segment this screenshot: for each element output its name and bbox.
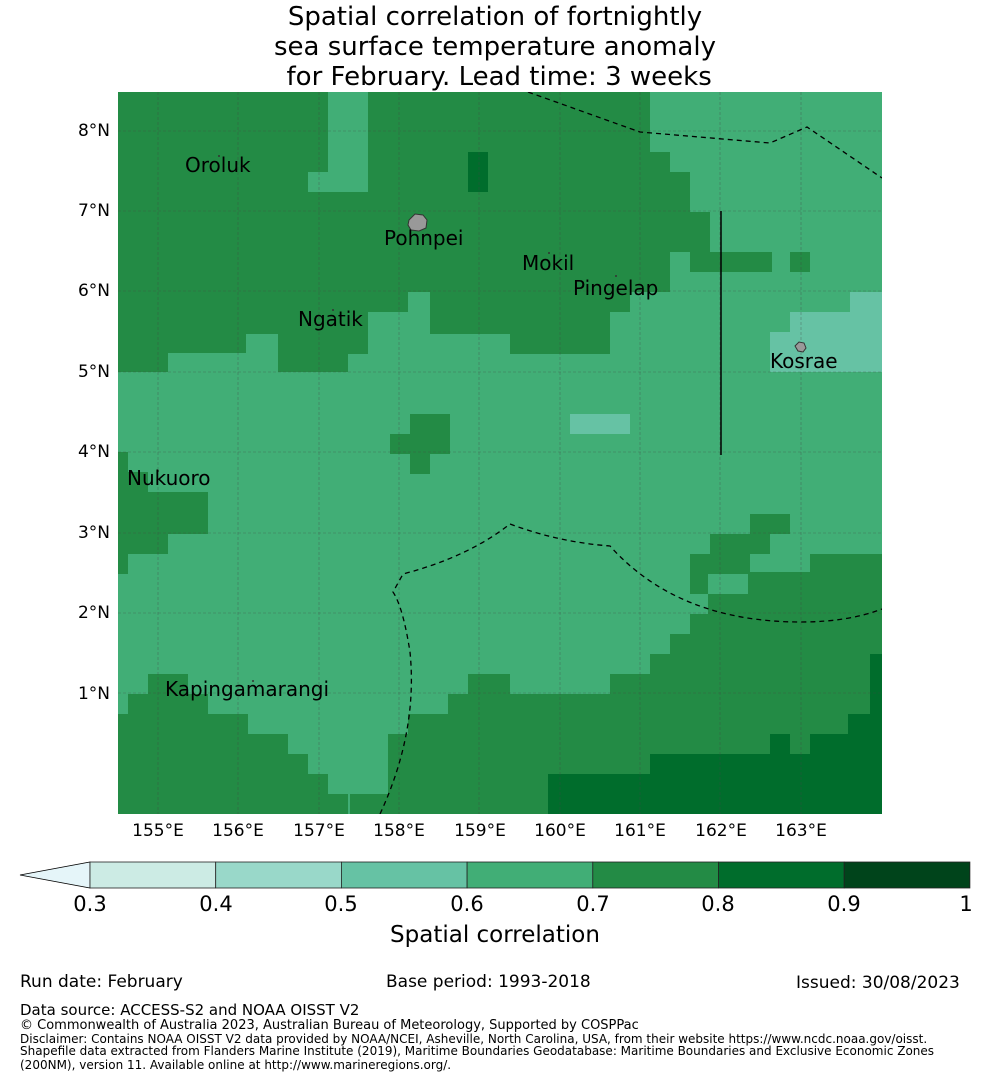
base-period: Base period: 1993-2018	[386, 972, 591, 992]
map-title: Spatial correlation of fortnightly sea s…	[0, 2, 990, 92]
colorbar-swatch	[215, 861, 342, 889]
lat-label-7n: 7°N	[77, 201, 110, 221]
title-line-1: Spatial correlation of fortnightly	[287, 2, 703, 32]
lon-label-156e: 156°E	[212, 821, 264, 841]
correlation-map	[118, 92, 882, 814]
atoll-markers	[157, 155, 617, 682]
lon-label-161e: 161°E	[614, 821, 666, 841]
lat-label-8n: 8°N	[77, 121, 110, 141]
lat-label-6n: 6°N	[77, 281, 110, 301]
shapefile-credit-2: (200NM), version 11. Available online at…	[20, 1058, 452, 1072]
lon-label-155e: 155°E	[132, 821, 184, 841]
lat-label-1n: 1°N	[77, 684, 110, 704]
data-source: Data source: ACCESS-S2 and NOAA OISST V2	[20, 1001, 360, 1019]
colorbar-tick-1: 1	[959, 892, 973, 916]
colorbar-tick-0.8: 0.8	[701, 892, 735, 916]
shapefile-credit-1: Shapefile data extracted from Flanders M…	[20, 1044, 935, 1058]
field-0.7-0.8-patch	[390, 414, 450, 474]
colorbar-title: Spatial correlation	[390, 922, 600, 948]
place-label-nukuoro: Nukuoro	[127, 466, 211, 490]
colorbar-swatches	[89, 861, 971, 889]
issued-date: Issued: 30/08/2023	[796, 973, 960, 993]
lon-label-160e: 160°E	[534, 821, 586, 841]
field-0.7-0.8-north	[118, 92, 710, 372]
lat-label-4n: 4°N	[77, 442, 110, 462]
run-date: Run date: February	[20, 972, 183, 992]
colorbar	[19, 861, 971, 889]
colorbar-swatch	[592, 861, 719, 889]
colorbar-tick-0.3: 0.3	[73, 892, 107, 916]
colorbar-swatch	[466, 861, 594, 889]
copyright: © Commonwealth of Australia 2023, Austra…	[20, 1018, 639, 1033]
lat-label-3n: 3°N	[77, 523, 110, 543]
lon-label-162e: 162°E	[695, 821, 747, 841]
colorbar-swatch	[843, 861, 971, 889]
pohnpei-island	[407, 213, 428, 232]
field-0.7-0.8-west	[118, 452, 208, 574]
map-canvas	[118, 92, 882, 814]
colorbar-tick-0.9: 0.9	[827, 892, 861, 916]
colorbar-extend-arrow	[19, 861, 91, 889]
place-label-pingelap: Pingelap	[573, 276, 659, 300]
place-label-oroluk: Oroluk	[185, 153, 251, 177]
place-label-kapingamarangi: Kapingamarangi	[165, 677, 330, 701]
field-0.8-0.9	[468, 152, 882, 814]
colorbar-tick-0.7: 0.7	[576, 892, 610, 916]
colorbar-swatch	[340, 861, 468, 889]
place-label-kosrae: Kosrae	[770, 349, 838, 373]
field-0.7-0.8-east	[690, 252, 810, 272]
title-line-3: for February. Lead time: 3 weeks	[278, 62, 712, 92]
place-label-pohnpei: Pohnpei	[384, 226, 464, 250]
gridlines	[118, 92, 882, 814]
colorbar-tick-0.6: 0.6	[450, 892, 484, 916]
place-label-ngatik: Ngatik	[298, 307, 363, 331]
eez-boundaries	[379, 92, 882, 814]
field-0.7-0.8-south	[118, 514, 882, 814]
lon-label-163e: 163°E	[775, 821, 827, 841]
colorbar-swatch	[89, 861, 217, 889]
colorbar-tick-0.4: 0.4	[199, 892, 233, 916]
lon-label-158e: 158°E	[373, 821, 425, 841]
lat-label-5n: 5°N	[77, 362, 110, 382]
lon-label-159e: 159°E	[454, 821, 506, 841]
lon-label-157e: 157°E	[293, 821, 345, 841]
place-label-mokil: Mokil	[522, 251, 575, 275]
colorbar-swatch	[718, 861, 845, 889]
kosrae-island	[794, 341, 807, 353]
disclaimer: Disclaimer: Contains NOAA OISST V2 data …	[20, 1032, 928, 1046]
colorbar-tick-0.5: 0.5	[324, 892, 358, 916]
field-0.5-0.6	[570, 292, 882, 434]
title-line-2: sea surface temperature anomaly	[274, 32, 716, 62]
lat-label-2n: 2°N	[77, 603, 110, 623]
